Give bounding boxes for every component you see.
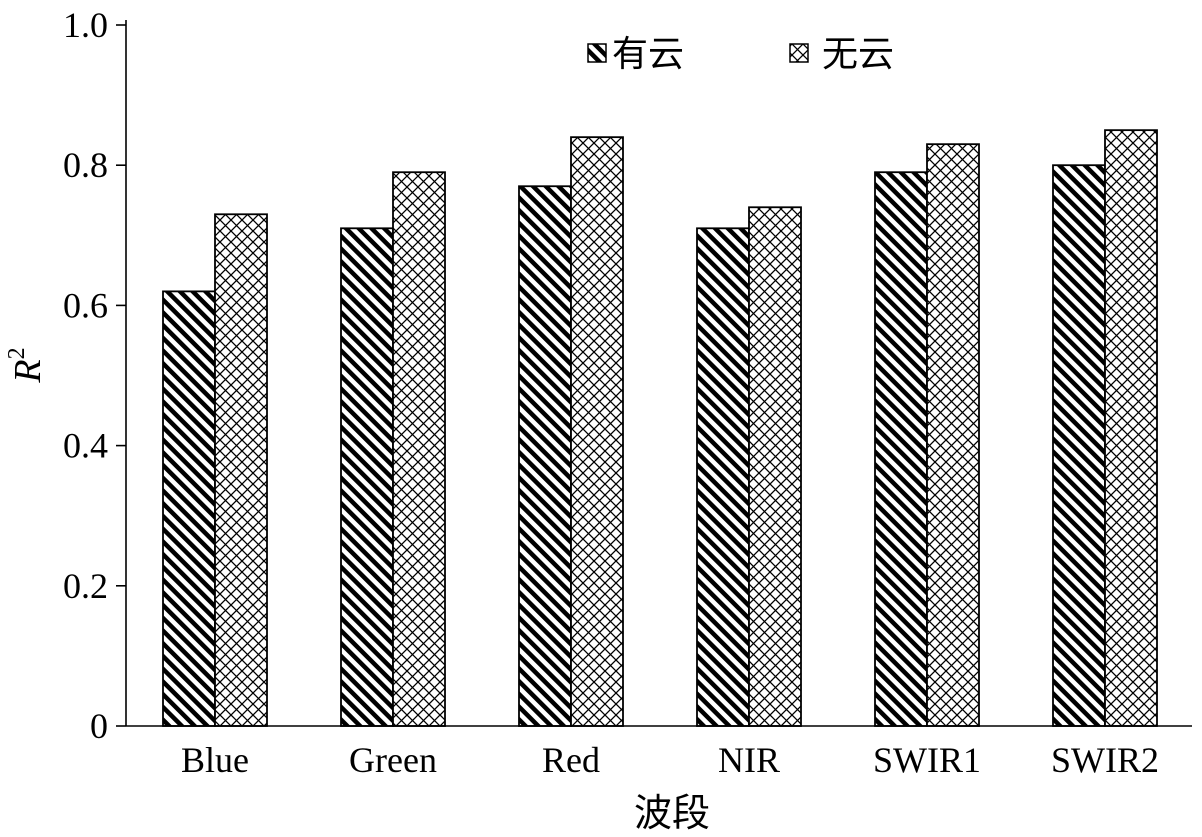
bar-swir1-series-2: [926, 143, 980, 727]
y-tick-label: 0: [90, 706, 108, 746]
y-axis-title-main: R: [7, 359, 49, 383]
y-tick-label: 0.6: [63, 285, 108, 325]
plot-area: [162, 129, 1158, 727]
legend: 有云 无云: [587, 34, 894, 74]
y-tick-label: 0.2: [63, 566, 108, 606]
y-tick-label: 1.0: [63, 5, 108, 45]
legend-label-series-1: 有云: [612, 34, 684, 74]
bar-green-series-2: [392, 171, 446, 727]
bar-green-series-1: [340, 227, 394, 727]
bar-swir2-series-2: [1104, 129, 1158, 727]
bar-swir2-series-1: [1052, 164, 1106, 727]
bar-blue-series-1: [162, 290, 216, 727]
x-axis-title: 波段: [634, 793, 710, 835]
bar-swir1-series-1: [874, 171, 928, 727]
x-tick-label-nir: NIR: [718, 740, 780, 780]
y-axis-title-superscript: 2: [4, 347, 30, 359]
bar-nir-series-1: [696, 227, 750, 727]
x-tick-label-swir2: SWIR2: [1051, 740, 1159, 780]
x-tick-label-swir1: SWIR1: [873, 740, 981, 780]
x-tick-label-red: Red: [542, 740, 600, 780]
legend-swatch-series-1: [587, 43, 607, 63]
legend-label-series-2: 无云: [822, 34, 894, 74]
x-tick-label-green: Green: [349, 740, 437, 780]
bar-red-series-1: [518, 185, 572, 727]
y-tick-label: 0.8: [63, 145, 108, 185]
axes: Blue Green Red NIR SWIR1 SWIR2 0 0.2 0.4 0.6 0.8 1.…: [63, 5, 1192, 780]
bar-red-series-2: [570, 136, 624, 727]
y-tick-label: 0.4: [63, 426, 108, 466]
y-axis-title: R2: [4, 347, 49, 383]
x-tick-label-blue: Blue: [181, 740, 249, 780]
bar-blue-series-2: [214, 213, 268, 727]
bar-nir-series-2: [748, 206, 802, 727]
legend-swatch-series-2: [789, 43, 809, 63]
